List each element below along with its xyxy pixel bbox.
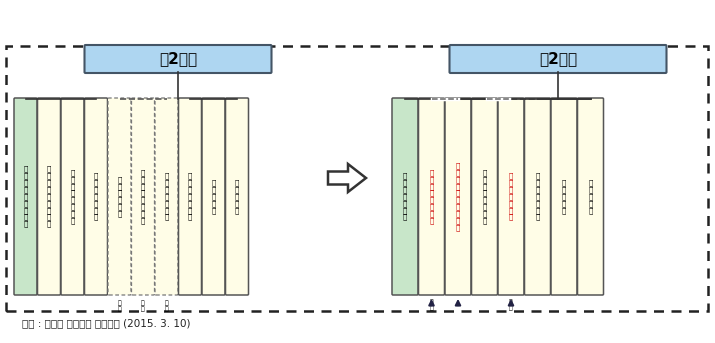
Bar	[6, 46, 708, 311]
Text: 정
보
화
전
략
국: 정 보 화 전 략 국	[117, 176, 122, 217]
FancyBboxPatch shape	[498, 98, 524, 295]
Text: 정
보
통
신
정
책
실: 정 보 통 신 정 책 실	[403, 173, 407, 221]
Text: 정
보
통
신
신
산
업
정
책
관: 정 보 통 신 신 산 업 정 책 관	[456, 162, 460, 231]
Text: 폐
지: 폐 지	[141, 300, 145, 312]
FancyBboxPatch shape	[202, 98, 225, 295]
Text: 신
설: 신 설	[430, 299, 433, 311]
FancyBboxPatch shape	[84, 45, 272, 73]
FancyBboxPatch shape	[14, 98, 37, 295]
Text: 출처 : 미래부 조직개편 보도자료 (2015. 3. 10): 출처 : 미래부 조직개편 보도자료 (2015. 3. 10)	[22, 318, 190, 328]
Text: 미
래
인
재
정
책
국: 미 래 인 재 정 책 국	[188, 173, 192, 221]
FancyBboxPatch shape	[61, 98, 84, 295]
FancyBboxPatch shape	[37, 98, 61, 295]
Text: 통
신
정
책
국: 통 신 정 책 국	[212, 179, 216, 214]
Text: 제2차관: 제2차관	[159, 51, 197, 67]
Text: 제2차관: 제2차관	[539, 51, 577, 67]
Text: 소
프
트
웨
어
정
책
관: 소 프 트 웨 어 정 책 관	[70, 169, 74, 224]
Text: 폐
지: 폐 지	[118, 300, 122, 312]
Text: 전
파
정
책
국: 전 파 정 책 국	[235, 179, 240, 214]
FancyBboxPatch shape	[132, 98, 154, 295]
FancyBboxPatch shape	[179, 98, 202, 295]
FancyBboxPatch shape	[450, 45, 666, 73]
Text: 인
터
넷
빛
정
책
관: 인 터 넷 빛 정 책 관	[164, 173, 169, 221]
FancyBboxPatch shape	[392, 98, 418, 295]
Text: 정
보
통
신
방
송
정
책
실: 정 보 통 신 방 송 정 책 실	[24, 166, 28, 227]
Text: 통
신
정
책
국: 통 신 정 책 국	[562, 179, 566, 214]
FancyBboxPatch shape	[108, 98, 131, 295]
Text: 방
송
진
흥
정
책
관: 방 송 진 흥 정 책 관	[94, 173, 98, 221]
FancyBboxPatch shape	[551, 98, 577, 295]
FancyBboxPatch shape	[225, 98, 249, 295]
Text: 방
송
진
흥
정
책
국: 방 송 진 흥 정 책 국	[536, 173, 540, 221]
FancyBboxPatch shape	[445, 98, 471, 295]
FancyBboxPatch shape	[525, 98, 551, 295]
Text: 소
프
트
웨
어
정
책
관: 소 프 트 웨 어 정 책 관	[483, 169, 487, 224]
FancyBboxPatch shape	[578, 98, 603, 295]
Text: 정
보
통
신
융
합
정
책
관: 정 보 통 신 융 합 정 책 관	[46, 166, 51, 227]
FancyBboxPatch shape	[84, 98, 107, 295]
Text: 인
터
넷
융
합
정
책
관: 인 터 넷 융 합 정 책 관	[429, 169, 434, 224]
Polygon shape	[328, 164, 366, 192]
FancyBboxPatch shape	[471, 98, 498, 295]
Text: 미
래
인
터
넷
정
책
관: 미 래 인 터 넷 정 책 관	[141, 169, 145, 224]
FancyBboxPatch shape	[418, 98, 445, 295]
FancyBboxPatch shape	[155, 98, 178, 295]
Text: 신
설: 신 설	[509, 299, 513, 311]
Text: 정
보
보
호
정
책
관: 정 보 보 호 정 책 관	[509, 173, 513, 221]
Text: 이
관: 이 관	[164, 300, 168, 312]
Text: 전
파
정
책
국: 전 파 정 책 국	[588, 179, 593, 214]
